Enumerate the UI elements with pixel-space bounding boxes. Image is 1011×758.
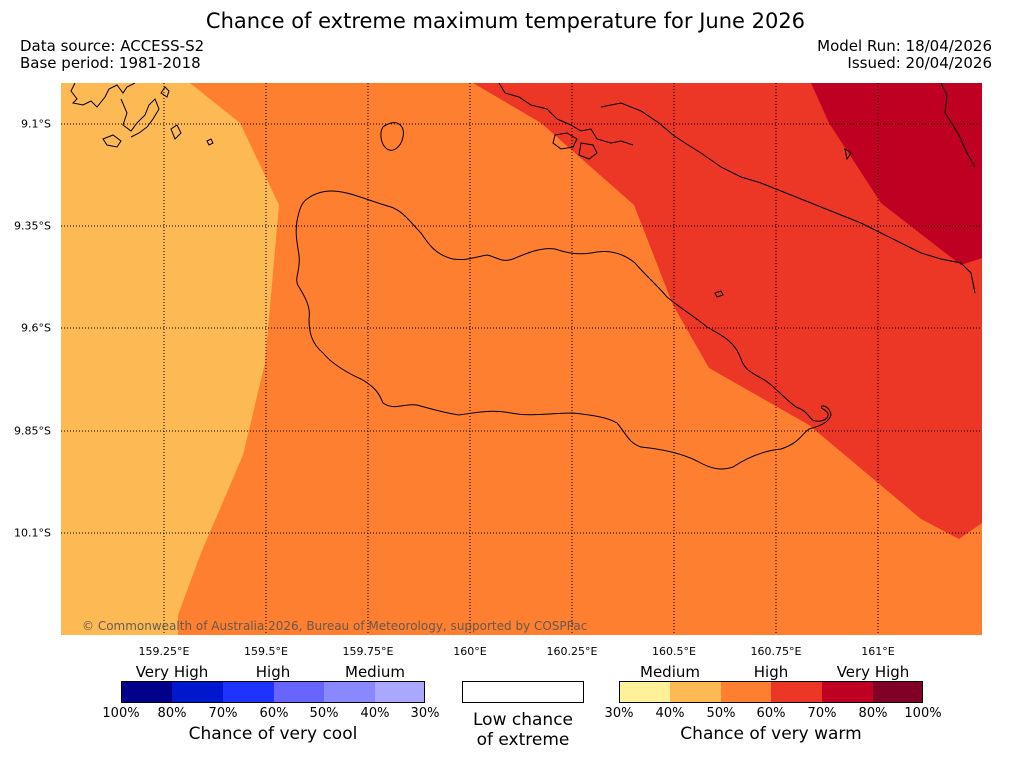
lon-label-159-5: 159.5°E	[244, 645, 288, 658]
warm-heading-high: High	[753, 663, 789, 681]
chart-title: Chance of extreme maximum temperature fo…	[205, 9, 806, 33]
cool-colorbar-title: Chance of very cool	[188, 724, 358, 744]
warm-tick-60: 60%	[756, 706, 786, 721]
warm-swatch-40-50	[670, 681, 721, 703]
warm-swatch-80-100	[873, 681, 923, 703]
cool-colorbar-frame	[121, 681, 425, 703]
cool-swatch-80-100	[121, 681, 172, 703]
cool-swatch-60-70	[223, 681, 274, 703]
cool-tick-40: 40%	[360, 706, 390, 721]
cool-swatch-40-50	[324, 681, 375, 703]
coastlines	[70, 83, 976, 470]
coastline-nw	[70, 83, 136, 108]
low-chance-swatch	[462, 681, 584, 703]
warm-tick-30: 30%	[604, 706, 634, 721]
cool-tick-100: 100%	[102, 706, 140, 721]
low-chance-label: Low chance of extreme	[473, 710, 573, 750]
base-period: Base period: 1981-2018	[20, 54, 201, 72]
warm-colorbar-frame	[619, 681, 923, 703]
lon-label-160-75: 160.75°E	[750, 645, 802, 658]
cool-heading-high: High	[255, 663, 291, 681]
lat-label-9-35: 9.35°S	[14, 219, 51, 233]
lat-label-9-1: 9.1°S	[21, 117, 51, 131]
zone-medium-40-50	[61, 83, 279, 635]
cool-heading-medium: Medium	[345, 663, 405, 681]
coastline-islet	[380, 122, 404, 151]
lon-label-160-5: 160.5°E	[652, 645, 696, 658]
graticule	[61, 83, 982, 635]
issued-date: Issued: 20/04/2026	[847, 54, 992, 72]
zone-high-60-70	[473, 83, 982, 539]
cool-tick-30: 30%	[410, 706, 440, 721]
warm-swatch-60-70	[771, 681, 822, 703]
coastline-main-island	[295, 190, 832, 470]
warm-heading-very-high: Very High	[836, 663, 910, 681]
warm-tick-50: 50%	[706, 706, 736, 721]
low-chance-line2: of extreme	[476, 730, 570, 750]
warm-heading-medium: Medium	[640, 663, 700, 681]
data-source: Data source: ACCESS-S2	[20, 37, 205, 55]
lon-label-159-75: 159.75°E	[342, 645, 394, 658]
cool-swatch-30-40	[375, 681, 425, 703]
low-chance-line1: Low chance	[473, 710, 573, 730]
cool-heading-very-high: Very High	[135, 663, 209, 681]
zone-very-high-70-80	[811, 83, 982, 265]
warm-colorbar-title: Chance of very warm	[680, 724, 862, 744]
model-run: Model Run: 18/04/2026	[817, 37, 992, 55]
forecast-map	[61, 83, 982, 635]
lat-label-9-6: 9.6°S	[21, 321, 51, 335]
lat-label-10-1: 10.1°S	[14, 526, 51, 540]
cool-tick-60: 60%	[259, 706, 289, 721]
meta-left: Data source: ACCESS-S2 Base period: 1981…	[20, 38, 204, 72]
warm-swatch-30-40	[619, 681, 670, 703]
lon-label-160: 160°E	[453, 645, 487, 658]
cool-tick-80: 80%	[157, 706, 187, 721]
cool-tick-50: 50%	[309, 706, 339, 721]
warm-tick-100: 100%	[904, 706, 942, 721]
warm-tick-40: 40%	[655, 706, 685, 721]
warm-swatch-50-60	[721, 681, 771, 703]
lon-label-159-25: 159.25°E	[138, 645, 190, 658]
warm-tick-80: 80%	[858, 706, 888, 721]
cool-tick-70: 70%	[208, 706, 238, 721]
cool-swatch-70-80	[172, 681, 223, 703]
warm-swatch-70-80	[822, 681, 873, 703]
copyright-notice: © Commonwealth of Australia 2026, Bureau…	[82, 619, 588, 633]
warm-tick-70: 70%	[807, 706, 837, 721]
lat-label-9-85: 9.85°S	[14, 424, 51, 438]
lon-label-161: 161°E	[861, 645, 895, 658]
lon-label-160-25: 160.25°E	[546, 645, 598, 658]
cool-swatch-50-60	[274, 681, 324, 703]
meta-right: Model Run: 18/04/2026 Issued: 20/04/2026	[817, 38, 992, 72]
